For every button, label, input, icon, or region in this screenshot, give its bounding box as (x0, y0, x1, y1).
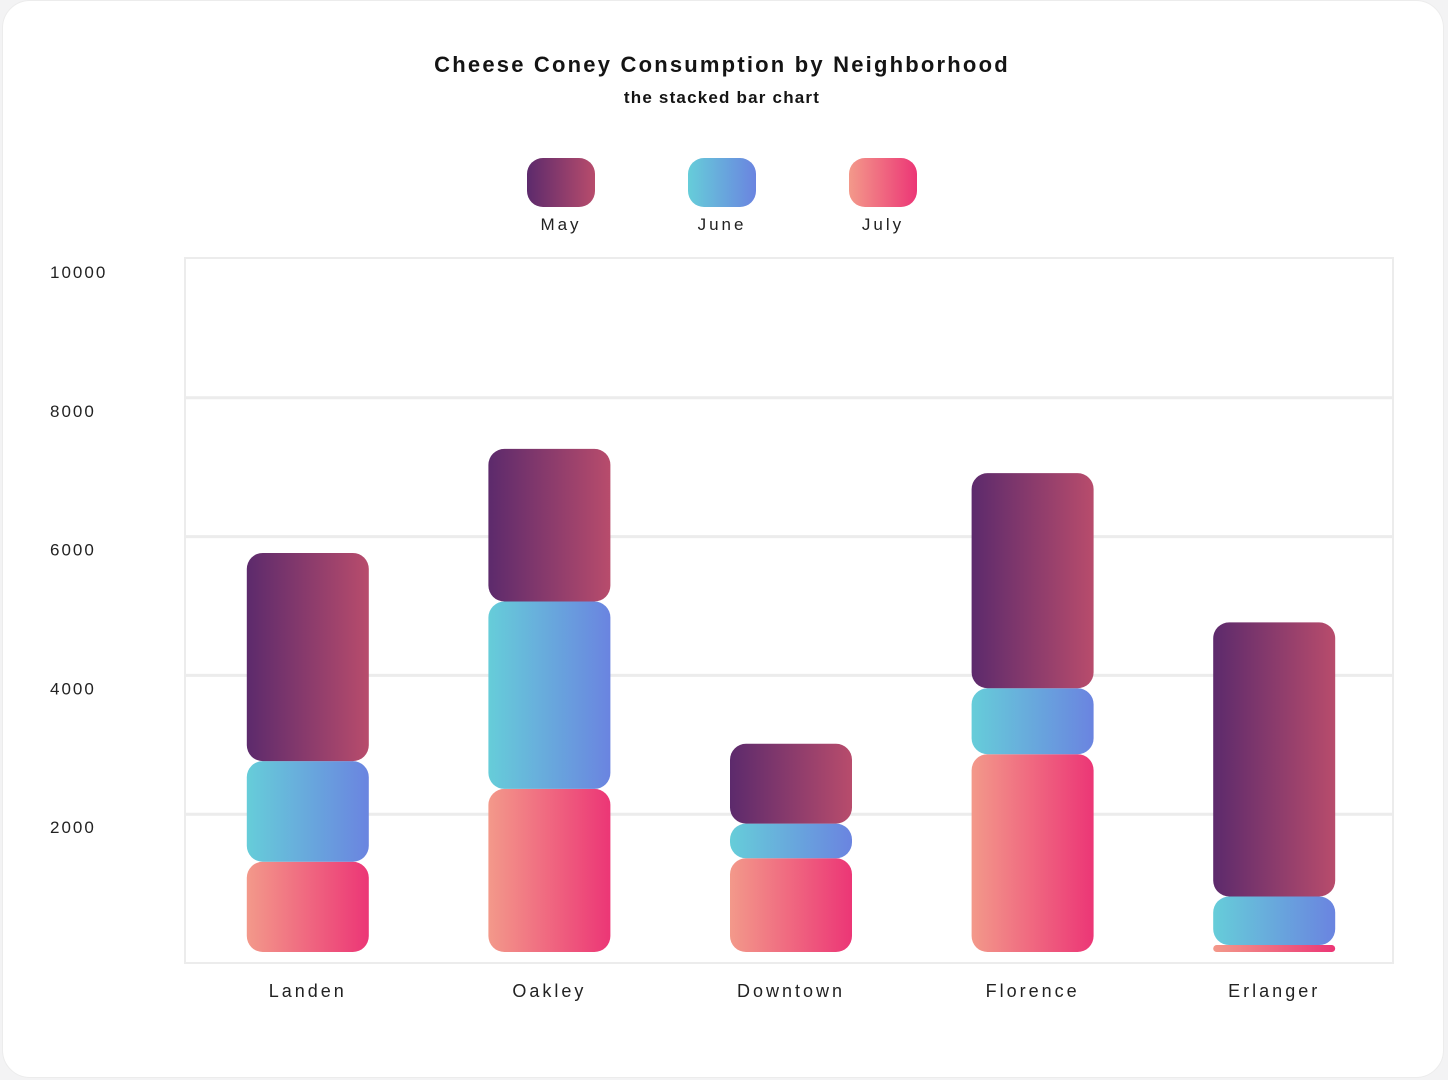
x-tick-label-downtown: Downtown (737, 981, 845, 1001)
y-tick-label-2000: 2000 (50, 818, 96, 837)
bar-erlanger-may (1213, 622, 1336, 897)
bar-stack-erlanger (1213, 622, 1336, 952)
y-tick-label-4000: 4000 (50, 679, 96, 698)
plot-frame (184, 257, 1394, 964)
chart-title: Cheese Coney Consumption by Neighborhood (434, 52, 1010, 77)
legend: May June July (527, 158, 917, 234)
bar-stack-landen (246, 552, 369, 952)
bar-stack-florence (971, 473, 1094, 952)
legend-label-june: June (698, 215, 747, 234)
bar-downtown-may (730, 743, 852, 824)
bar-landen-june (246, 761, 369, 862)
bar-florence-july (971, 754, 1094, 952)
x-tick-label-landen: Landen (269, 981, 347, 1001)
x-tick-label-oakley: Oakley (512, 981, 586, 1001)
legend-swatch-june (688, 158, 756, 207)
bar-oakley-july (488, 788, 611, 952)
legend-swatch-may (527, 158, 595, 207)
x-axis: Landen Oakley Downtown Florence Erlanger (269, 981, 1320, 1001)
chart-subtitle: the stacked bar chart (624, 88, 820, 107)
bar-erlanger-june (1213, 896, 1336, 946)
legend-label-july: July (862, 215, 904, 234)
bar-downtown-june (730, 823, 852, 859)
bar-florence-june (971, 688, 1094, 755)
legend-label-may: May (540, 215, 581, 234)
bar-landen-july (246, 861, 369, 952)
bar-florence-may (971, 473, 1094, 689)
bar-oakley-may (488, 448, 611, 602)
y-axis: 2000 4000 6000 8000 10000 (50, 263, 107, 837)
bar-downtown-july (730, 858, 852, 952)
y-tick-label-6000: 6000 (50, 541, 96, 560)
x-tick-label-florence: Florence (986, 981, 1080, 1001)
bar-stack-oakley (488, 448, 611, 952)
x-tick-label-erlanger: Erlanger (1228, 981, 1320, 1001)
bar-erlanger-july (1213, 945, 1336, 952)
y-tick-label-10000: 10000 (50, 263, 107, 282)
bars (246, 448, 1336, 952)
bar-oakley-june (488, 601, 611, 789)
legend-swatch-july (849, 158, 917, 207)
bar-stack-downtown (730, 743, 852, 952)
y-tick-label-8000: 8000 (50, 402, 96, 421)
bar-landen-may (246, 552, 369, 762)
